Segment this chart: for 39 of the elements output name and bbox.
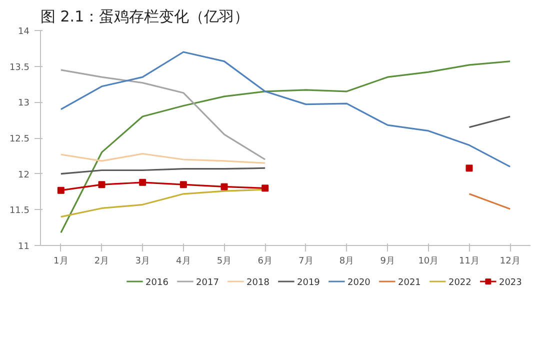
point <box>139 178 146 186</box>
line-series <box>60 51 511 168</box>
chart-title: 图 2.1：蛋鸡存栏变化（亿羽） <box>40 8 250 26</box>
legend-label: 2020 <box>348 278 371 288</box>
x-tick-label: 9月 <box>380 256 395 266</box>
x-tick-label: 5月 <box>216 256 232 266</box>
point <box>98 181 106 188</box>
y-tick-label: 13.5 <box>9 62 30 73</box>
y-tick-label: 14 <box>18 27 30 37</box>
y-tick-label: 12.5 <box>9 134 30 144</box>
legend-label: 2021 <box>398 278 421 288</box>
y-tick-label: 13 <box>18 98 30 109</box>
legend-label: 2016 <box>146 278 169 288</box>
x-tick-label: 11月 <box>459 256 480 266</box>
y-tick-label: 11.5 <box>9 206 30 216</box>
y-tick-label: 11 <box>18 242 30 252</box>
point <box>180 181 187 188</box>
legend-label: 2017 <box>196 278 219 288</box>
point <box>466 164 473 172</box>
line-series <box>60 152 266 164</box>
legend-label: 2023 <box>498 278 522 288</box>
line-series <box>60 60 511 234</box>
point <box>57 186 64 194</box>
x-tick-label: 8月 <box>339 256 354 266</box>
line-series <box>60 69 266 160</box>
x-tick-label: 2月 <box>94 256 110 266</box>
point <box>262 184 269 192</box>
legend-label: 2019 <box>297 278 320 288</box>
y-tick-label: 12 <box>18 170 30 180</box>
x-tick-label: 1月 <box>54 256 68 266</box>
x-tick-label: 12月 <box>500 256 520 266</box>
x-tick-label: 6月 <box>258 256 272 266</box>
x-tick-label: 3月 <box>135 256 150 266</box>
x-tick-label: 10月 <box>418 256 439 266</box>
x-tick-label: 7月 <box>298 256 314 266</box>
x-tick-label: 4月 <box>176 256 191 266</box>
point <box>220 183 228 190</box>
legend-label: 2018 <box>246 278 270 288</box>
legend-label: 2022 <box>448 278 472 288</box>
